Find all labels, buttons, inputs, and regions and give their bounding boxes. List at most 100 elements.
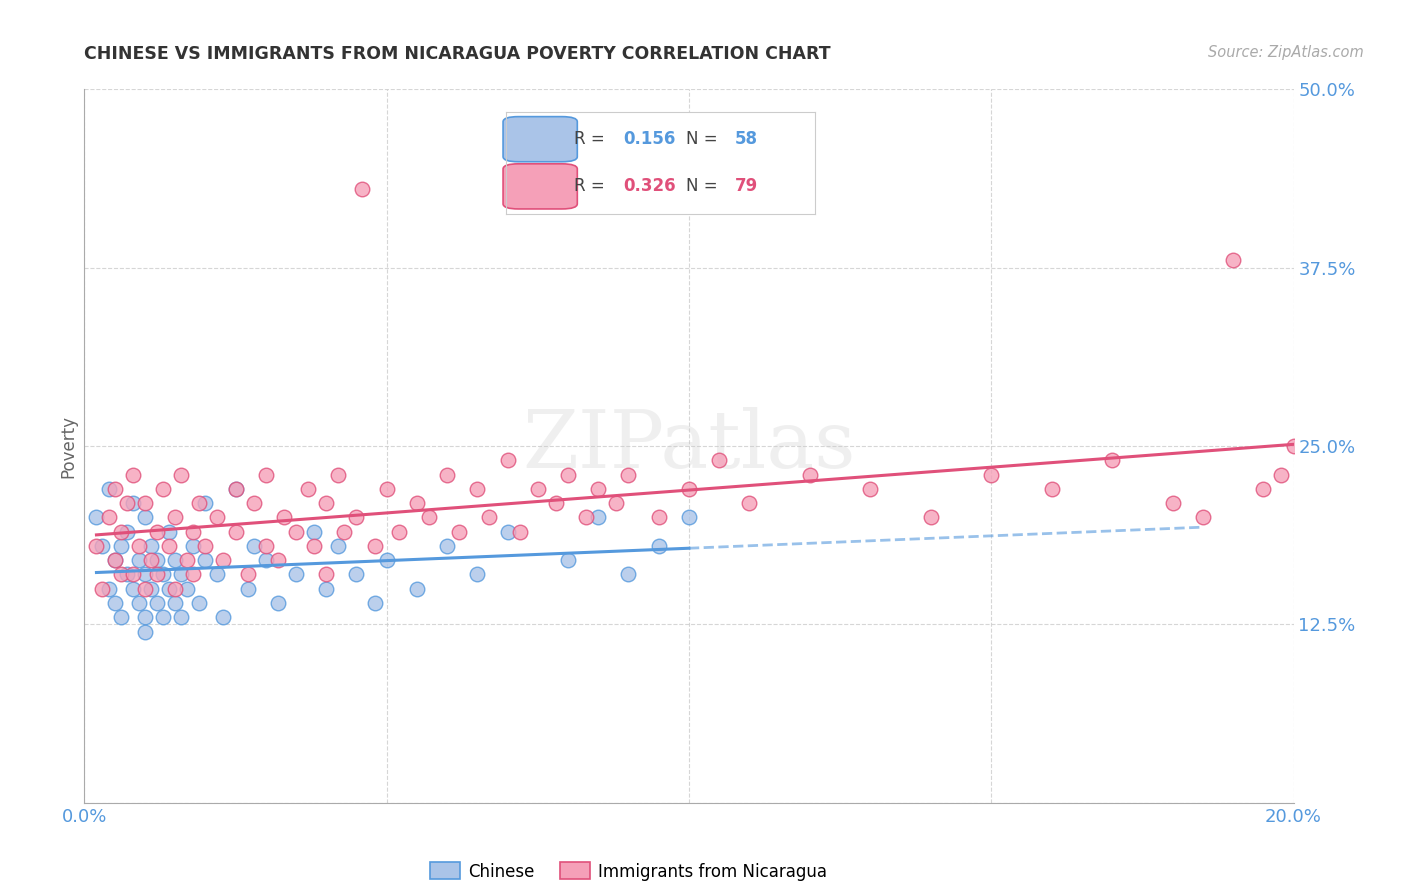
Point (436, 467, 458, 482)
Point (1101, 453, 1123, 467)
Point (152, 610, 174, 624)
Point (146, 524, 169, 539)
Point (333, 524, 356, 539)
Point (157, 582, 180, 596)
Point (588, 510, 610, 524)
Point (194, 539, 217, 553)
Point (1251, 482, 1274, 496)
Point (617, 467, 640, 482)
Text: R =: R = (574, 178, 610, 195)
Point (110, 610, 132, 624)
Text: 0.156: 0.156 (624, 130, 676, 148)
Point (478, 510, 501, 524)
Point (115, 496, 138, 510)
Point (134, 510, 156, 524)
Point (328, 539, 350, 553)
Point (86, 539, 108, 553)
Point (375, 482, 398, 496)
Point (575, 510, 598, 524)
Point (449, 524, 471, 539)
Point (920, 510, 942, 524)
Point (104, 596, 127, 610)
Point (346, 567, 368, 582)
Point (134, 610, 156, 624)
Point (121, 467, 143, 482)
Point (128, 539, 150, 553)
Point (170, 567, 193, 582)
Point (284, 567, 308, 582)
Point (157, 539, 180, 553)
Y-axis label: Poverty: Poverty (59, 415, 77, 477)
Point (163, 596, 186, 610)
Point (544, 496, 567, 510)
Point (242, 539, 264, 553)
Point (1161, 496, 1184, 510)
Point (363, 539, 385, 553)
Point (467, 482, 489, 496)
Text: N =: N = (686, 130, 723, 148)
Point (254, 467, 277, 482)
Point (242, 496, 264, 510)
Point (225, 524, 247, 539)
Point (115, 524, 138, 539)
Point (375, 553, 398, 567)
Point (139, 539, 162, 553)
Point (128, 553, 150, 567)
Point (181, 524, 204, 539)
Point (128, 596, 150, 610)
Point (188, 496, 211, 510)
Point (104, 553, 127, 567)
Point (302, 539, 325, 553)
Point (315, 567, 337, 582)
Point (315, 496, 337, 510)
Point (225, 482, 247, 496)
Point (859, 482, 882, 496)
Point (1270, 467, 1292, 482)
Text: ZIPatlas: ZIPatlas (522, 407, 856, 485)
Text: Source: ZipAtlas.com: Source: ZipAtlas.com (1208, 45, 1364, 60)
Point (1282, 439, 1305, 453)
Point (157, 524, 180, 539)
Point (799, 467, 821, 482)
Point (86, 510, 108, 524)
Text: R =: R = (574, 130, 610, 148)
Point (418, 510, 440, 524)
Point (207, 567, 229, 582)
Point (588, 482, 610, 496)
Point (212, 610, 235, 624)
Text: 0.326: 0.326 (624, 178, 676, 195)
Point (388, 524, 411, 539)
Point (121, 567, 143, 582)
Point (139, 582, 162, 596)
Text: CHINESE VS IMMIGRANTS FROM NICARAGUA POVERTY CORRELATION CHART: CHINESE VS IMMIGRANTS FROM NICARAGUA POV… (84, 45, 831, 62)
Legend: Chinese, Immigrants from Nicaragua: Chinese, Immigrants from Nicaragua (423, 855, 834, 888)
Point (110, 539, 132, 553)
Point (194, 496, 217, 510)
Point (146, 596, 169, 610)
Point (170, 467, 193, 482)
Point (134, 567, 156, 582)
Text: 79: 79 (735, 178, 758, 195)
Text: N =: N = (686, 178, 723, 195)
Point (91, 539, 114, 553)
Point (194, 553, 217, 567)
Point (436, 539, 458, 553)
Point (115, 567, 138, 582)
Point (163, 553, 186, 567)
Point (134, 624, 156, 639)
Point (328, 467, 350, 482)
Point (163, 582, 186, 596)
Point (225, 482, 247, 496)
Point (236, 567, 259, 582)
Point (181, 567, 204, 582)
Point (176, 553, 198, 567)
Point (110, 567, 132, 582)
Point (134, 496, 156, 510)
Point (97, 510, 120, 524)
Point (170, 610, 193, 624)
Point (163, 510, 186, 524)
Point (134, 582, 156, 596)
Point (467, 567, 489, 582)
Point (273, 510, 295, 524)
Point (1222, 253, 1244, 268)
